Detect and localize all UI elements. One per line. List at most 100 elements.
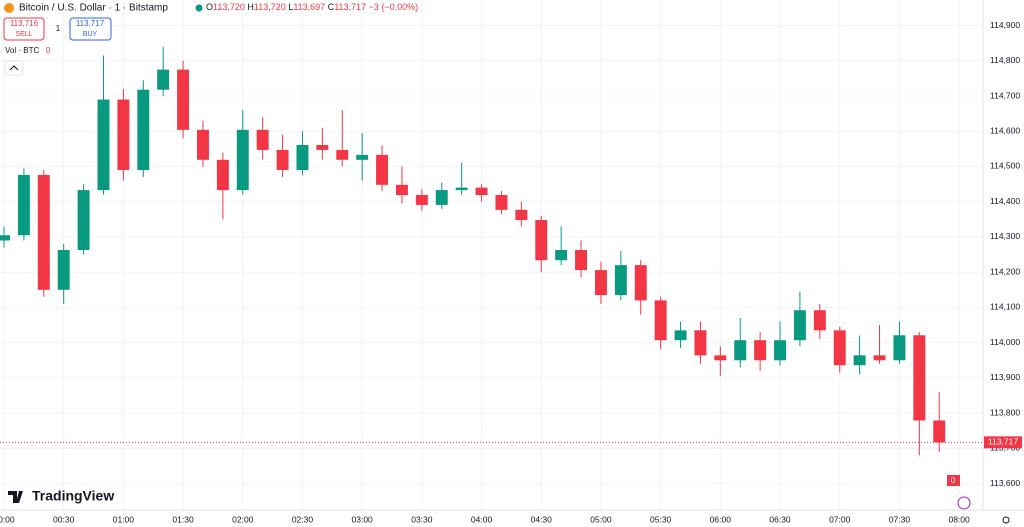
x-tick-label: 06:00	[710, 514, 732, 524]
candle-body	[37, 174, 50, 290]
candle	[555, 226, 568, 266]
candle	[734, 317, 747, 368]
candle	[356, 133, 369, 181]
candle-body	[893, 335, 906, 361]
candle	[296, 131, 309, 176]
x-tick-label: 04:30	[531, 514, 553, 524]
candle	[216, 152, 229, 220]
candle	[793, 291, 806, 347]
y-tick-label: 114,600	[990, 126, 1020, 136]
candle-body	[853, 355, 866, 366]
candle	[395, 166, 408, 204]
x-tick-label: 02:30	[292, 514, 314, 524]
candle-body	[495, 195, 508, 210]
y-tick-label: 114,100	[990, 302, 1020, 312]
candle-body	[137, 89, 150, 171]
candle-body	[873, 355, 886, 361]
sell-label[interactable]: SELL	[15, 31, 32, 38]
candle-body	[674, 330, 687, 341]
candle	[913, 332, 926, 456]
chart-title: Bitcoin / U.S. Dollar · 1 · Bitstamp	[19, 3, 168, 14]
candle-body	[594, 270, 607, 296]
candle-body	[833, 330, 846, 366]
buy-button[interactable]: 113,717 BUY	[69, 17, 112, 41]
candle-body	[216, 159, 229, 191]
candle-body	[415, 195, 428, 205]
btc-icon	[4, 3, 14, 13]
candle	[336, 110, 349, 167]
collapse-button[interactable]	[4, 60, 24, 76]
candle	[57, 244, 70, 304]
candle-body	[296, 145, 309, 171]
y-tick-label: 113,600	[990, 478, 1020, 488]
spread: 1	[56, 24, 61, 33]
x-tick-label: 00:00	[0, 514, 15, 524]
candle	[614, 251, 627, 301]
collapse-icon[interactable]	[9, 65, 19, 71]
candle	[157, 46, 170, 97]
candle	[694, 321, 707, 364]
sell-price[interactable]: 113,716	[10, 19, 39, 28]
y-tick-label: 113,800	[990, 407, 1020, 417]
settings-icon[interactable]	[1002, 516, 1010, 524]
candle	[236, 110, 249, 195]
x-tick-label: 02:00	[232, 514, 254, 524]
sell-button[interactable]: 113,716 SELL	[3, 17, 45, 41]
candle-body	[316, 145, 329, 150]
candle	[674, 321, 687, 348]
candle-body	[197, 129, 209, 160]
sell-box[interactable]	[3, 17, 45, 41]
candle-body	[376, 154, 389, 185]
candle-body	[17, 174, 30, 236]
candle	[754, 332, 767, 371]
x-tick-label: 03:00	[352, 514, 374, 524]
candle-body	[276, 149, 289, 171]
candle-body	[555, 249, 568, 261]
candle	[515, 201, 528, 227]
candle-body	[256, 129, 269, 150]
event-icon[interactable]	[957, 496, 971, 510]
volume-value: 0	[46, 46, 51, 55]
candle	[97, 55, 110, 195]
candle	[117, 88, 130, 181]
candle	[0, 226, 10, 248]
candle-body	[614, 265, 627, 296]
candle-body	[913, 335, 926, 421]
candle-body	[774, 340, 787, 361]
candle	[535, 215, 548, 273]
o-prefix: O	[206, 2, 213, 12]
candle-body	[793, 310, 806, 341]
x-tick-label: 07:00	[829, 514, 851, 524]
candle-body	[97, 99, 110, 191]
candle-body	[933, 420, 946, 443]
candle	[137, 80, 150, 178]
market-status	[195, 4, 203, 12]
buy-box[interactable]	[69, 17, 112, 41]
brand-logo	[8, 491, 23, 503]
candle-body	[734, 340, 747, 361]
candle-body	[77, 190, 90, 250]
y-tick-label: 114,800	[990, 55, 1020, 65]
candle	[197, 120, 209, 167]
candle	[37, 170, 50, 297]
candle	[475, 184, 488, 202]
candle-body	[236, 129, 249, 191]
x-tick-label: 05:00	[590, 514, 612, 524]
y-tick-label: 114,400	[990, 196, 1020, 206]
candle	[435, 182, 448, 209]
y-tick-label: 114,500	[990, 161, 1020, 171]
l-value: 113,697	[293, 2, 325, 12]
x-tick-label: 03:30	[411, 514, 433, 524]
c-prefix: C	[328, 2, 335, 12]
candle	[893, 321, 906, 364]
buy-label[interactable]: BUY	[83, 31, 98, 38]
y-tick-label: 113,900	[990, 372, 1020, 382]
buy-price[interactable]: 113,717	[76, 19, 105, 28]
candle-body	[435, 190, 448, 205]
last-price-badge	[984, 436, 1022, 449]
x-tick-label: 01:00	[113, 514, 135, 524]
candle-body	[694, 330, 707, 356]
l-prefix: L	[288, 2, 293, 12]
